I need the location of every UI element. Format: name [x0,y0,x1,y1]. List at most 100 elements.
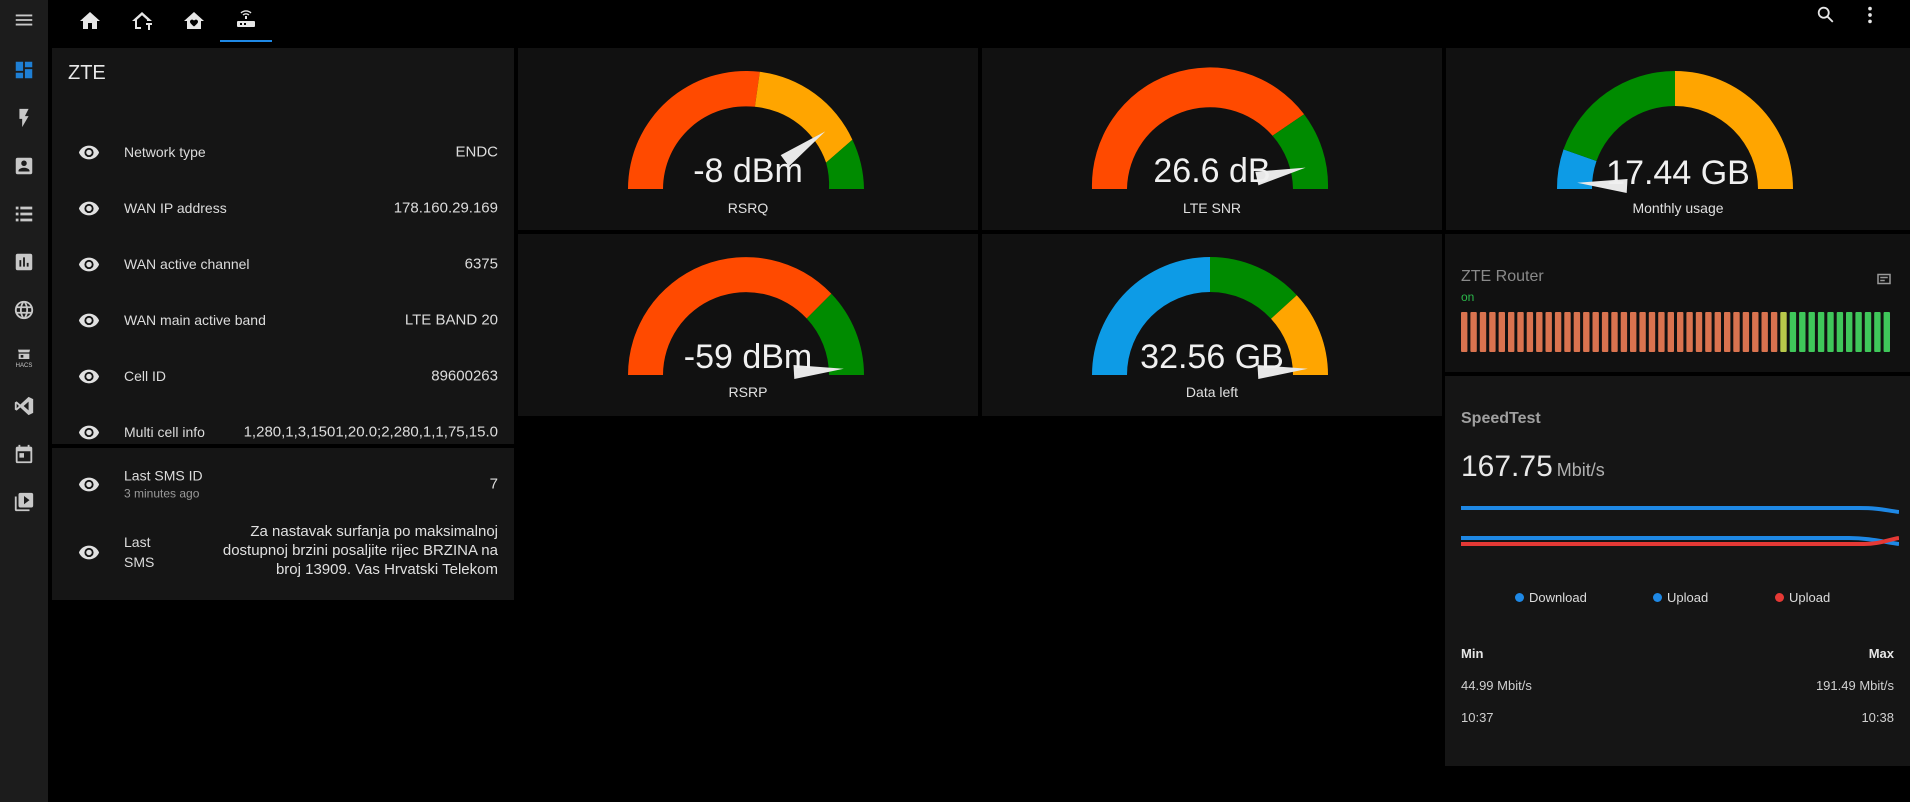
router-bar-off[interactable] [1705,312,1712,352]
entity-row-last-sms[interactable]: Last SMS [52,512,514,592]
router-bar-off[interactable] [1752,312,1759,352]
eye-icon [78,201,100,216]
sidebar-item-history[interactable] [0,242,48,282]
router-bar-on[interactable] [1846,312,1853,352]
tab-home-network[interactable] [116,0,168,42]
tab-home-heart[interactable] [168,0,220,42]
router-bar-off[interactable] [1695,312,1703,352]
router-bar-on[interactable] [1864,312,1872,352]
router-bar-off[interactable] [1686,312,1693,352]
router-bar-on[interactable] [1789,312,1797,352]
legend-download[interactable]: Download [1515,590,1587,605]
router-bar-on[interactable] [1874,312,1881,352]
router-bar-off[interactable] [1630,312,1637,352]
router-bar-off[interactable] [1545,312,1552,352]
sidebar-item-logbook[interactable] [0,194,48,234]
entity-value: 6375 [464,255,498,273]
router-bar-off[interactable] [1620,312,1628,352]
router-bar-off[interactable] [1461,312,1468,352]
entity-value: 7 [489,475,498,493]
router-bar-off[interactable] [1554,312,1562,352]
router-bar-off[interactable] [1733,312,1740,352]
gauge-card-lte-snr[interactable]: 26.6 dB LTE SNR [982,48,1442,230]
router-card[interactable]: ZTE Router on [1445,234,1910,372]
gauge-needle [793,365,844,379]
stat-max-label: Max [1868,646,1894,661]
entity-value: 89600263 [431,367,498,385]
entity-row-wan-band[interactable]: WAN main active band LTE BAND 20 [52,292,514,348]
legend-upload[interactable]: Upload [1653,590,1708,605]
router-bar-off[interactable] [1479,312,1487,352]
eye-icon [78,545,100,560]
sidebar-item-vscode[interactable] [0,386,48,426]
router-bar-off[interactable] [1536,312,1543,352]
router-bar-off[interactable] [1564,312,1571,352]
dashboard-icon [15,61,33,79]
router-bar-off[interactable] [1761,312,1768,352]
router-bar-off[interactable] [1592,312,1599,352]
gauge-card-data-left[interactable]: 32.56 GB Data left [982,234,1442,416]
router-bar-off[interactable] [1508,312,1515,352]
router-bar-off[interactable] [1470,312,1477,352]
sidebar-item-hacs[interactable]: HACS [0,338,48,378]
tab-home[interactable] [64,0,116,42]
router-bar-off[interactable] [1489,312,1496,352]
router-bar-off[interactable] [1583,312,1590,352]
router-bar-on[interactable] [1799,312,1806,352]
speedtest-card[interactable]: SpeedTest 167.75 Mbit/s Download Upload U… [1445,376,1910,766]
sidebar-item-media[interactable] [0,482,48,522]
more-vert-icon[interactable] [1850,0,1890,30]
router-bar-off[interactable] [1573,312,1581,352]
gauge-segment-orange [754,71,853,163]
menu-icon[interactable] [0,0,48,40]
router-bar-on[interactable] [1883,312,1890,352]
gauge-card-rsrp[interactable]: -59 dBm RSRP [518,234,978,416]
gauge-segment-red [628,257,832,375]
router-bar-off[interactable] [1724,312,1731,352]
sidebar-item-overview[interactable] [0,50,48,90]
entity-row-cell-id[interactable]: Cell ID 89600263 [52,348,514,404]
router-bar-on[interactable] [1817,312,1825,352]
router-bar-off[interactable] [1498,312,1505,352]
entity-row-wan-ip[interactable]: WAN IP address 178.160.29.169 [52,180,514,236]
router-bar-off[interactable] [1648,312,1656,352]
router-bar-on[interactable] [1827,312,1834,352]
router-bar-off[interactable] [1517,312,1524,352]
eye-icon [78,477,100,492]
gauge-value: 32.56 GB [1140,338,1284,376]
router-bar-off[interactable] [1677,312,1684,352]
router-bar-off[interactable] [1526,312,1534,352]
gauge-card-monthly-usage[interactable]: 17.44 GB Monthly usage [1446,48,1910,230]
router-bar-off[interactable] [1658,312,1665,352]
router-bar-on[interactable] [1836,312,1844,352]
calendar-icon [15,444,33,464]
router-bar-off[interactable] [1770,312,1778,352]
search-icon[interactable] [1806,0,1846,30]
router-bar-off[interactable] [1667,312,1674,352]
sidebar-item-calendar[interactable] [0,434,48,474]
router-bar-off[interactable] [1611,312,1618,352]
sidebar-item-browser[interactable] [0,290,48,330]
chart-box-icon [15,253,33,271]
entity-row-last-sms-id[interactable]: Last SMS ID 3 minutes ago 7 [52,456,514,512]
tab-router[interactable] [220,0,272,42]
eye-icon [78,257,100,272]
gauge-needle [1257,365,1308,379]
router-bar-off[interactable] [1639,312,1646,352]
router-bar-on[interactable] [1808,312,1815,352]
gauge-card-rsrq[interactable]: -8 dBm RSRQ [518,48,978,230]
entity-row-wan-channel[interactable]: WAN active channel 6375 [52,236,514,292]
router-bar-mixed[interactable] [1780,312,1787,352]
router-bar-off[interactable] [1714,312,1721,352]
router-bar-on[interactable] [1855,312,1862,352]
entity-row-multi-cell[interactable]: Multi cell info 1,280,1,3,1501,20.0;2,28… [52,404,514,460]
entity-row-network-type[interactable]: Network type ENDC [52,124,514,180]
legend-upload-2[interactable]: Upload [1775,590,1830,605]
router-wireless-icon [237,10,255,27]
sidebar-item-map[interactable] [0,146,48,186]
legend-label: Download [1529,590,1587,605]
hacs-icon [18,349,30,359]
router-bar-off[interactable] [1742,312,1750,352]
router-bar-off[interactable] [1601,312,1609,352]
sidebar-item-energy[interactable] [0,98,48,138]
